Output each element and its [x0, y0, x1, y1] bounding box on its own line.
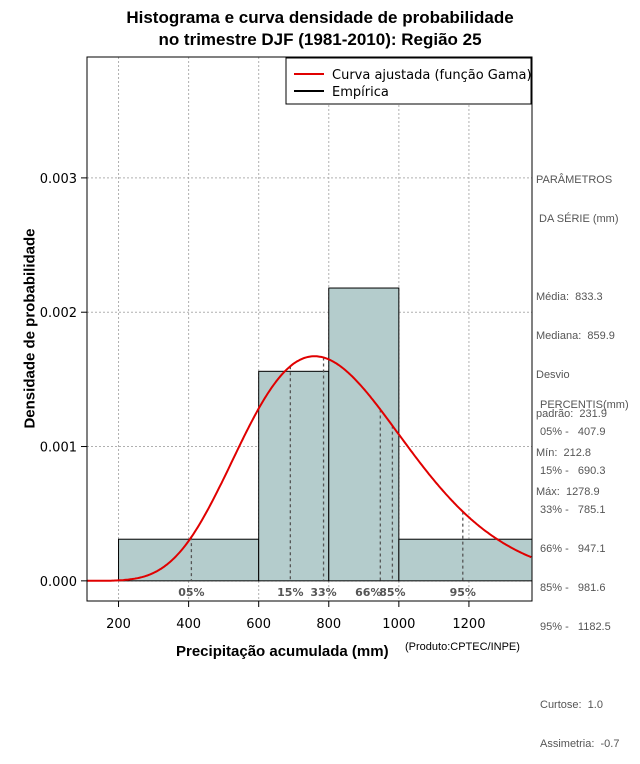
histogram-chart: 05% 15% 33% 66%85% 95% 200 400 600 800 1000 1200 0.… [40, 56, 533, 632]
histogram-bar-0 [118, 538, 260, 582]
y-tick-label-3: 0.003 [40, 172, 77, 187]
plot-frame [86, 56, 533, 602]
parameter-std: padrão: 231.9 [536, 408, 607, 420]
percentil-66: 66% - 947.1 [540, 543, 606, 555]
y-tick-label-0: 0.000 [40, 575, 77, 590]
percentil-33: 33% - 785.1 [540, 504, 606, 516]
percentile-label-3: 66% [355, 586, 381, 599]
x-tick-label-4: 1000 [382, 617, 415, 632]
percentis-heading: PERCENTIS(mm) [540, 399, 629, 411]
percentil-95: 95% - 1182.5 [540, 621, 611, 633]
histogram-bar-2 [328, 287, 400, 582]
legend-box [285, 57, 532, 105]
parameter-max: Máx: 1278.9 [536, 486, 600, 498]
kurtosis-value: Curtose: 1.0 [540, 699, 603, 711]
percentil-05: 05% - 407.9 [540, 426, 606, 438]
product-credit: (Produto:CPTEC/INPE) [405, 641, 520, 653]
percentile-label-1: 15% [277, 586, 303, 599]
skewness-value: Assimetria: -0.7 [540, 738, 620, 750]
y-tick-label-2: 0.002 [40, 306, 77, 321]
percentil-85: 85% - 981.6 [540, 582, 606, 594]
parameter-std-label: Desvio [536, 369, 570, 381]
percentile-label-2: 33% [310, 586, 336, 599]
chart-title-line1: Histograma e curva densidade de probabil… [126, 8, 514, 27]
parameter-mean: Média: 833.3 [536, 291, 603, 303]
percentile-label-0: 05% [178, 586, 204, 599]
percentile-label-5: 95% [450, 586, 476, 599]
percentis-panel: PERCENTIS(mm) [540, 373, 629, 425]
percentile-label-4: 85% [379, 586, 405, 599]
histogram-bar-3 [398, 538, 532, 582]
parameters-heading-2: DA SÉRIE (mm) [536, 213, 619, 225]
x-tick-label-0: 200 [106, 617, 131, 632]
gamma-fit-curve [87, 355, 532, 582]
legend-label-0: Curva ajustada (função Gama) [332, 68, 532, 83]
percentis-list: 05% - 407.9 15% - 690.3 33% - 785.1 66% … [540, 400, 619, 764]
x-axis-label: Precipitação acumulada (mm) [176, 643, 389, 660]
parameter-min: Mín: 212.8 [536, 447, 592, 459]
histogram-bar-1 [258, 370, 330, 582]
y-tick-label-1: 0.001 [40, 441, 77, 456]
percentil-15: 15% - 690.3 [540, 465, 606, 477]
x-tick-label-5: 1200 [452, 617, 485, 632]
parameter-median: Mediana: 859.9 [536, 330, 615, 342]
x-tick-label-1: 400 [176, 617, 201, 632]
parameters-panel: PARÂMETROS DA SÉRIE (mm) Média: 833.3 Me… [536, 148, 619, 512]
x-tick-label-3: 800 [316, 617, 341, 632]
legend-label-1: Empírica [332, 85, 389, 100]
bars-group [118, 287, 532, 582]
x-tick-label-2: 600 [246, 617, 271, 632]
y-axis-label: Densidade de probabilidade [21, 228, 39, 429]
parameters-heading-1: PARÂMETROS [536, 174, 613, 186]
chart-title-line2: no trimestre DJF (1981-2010): Região 25 [158, 30, 482, 49]
